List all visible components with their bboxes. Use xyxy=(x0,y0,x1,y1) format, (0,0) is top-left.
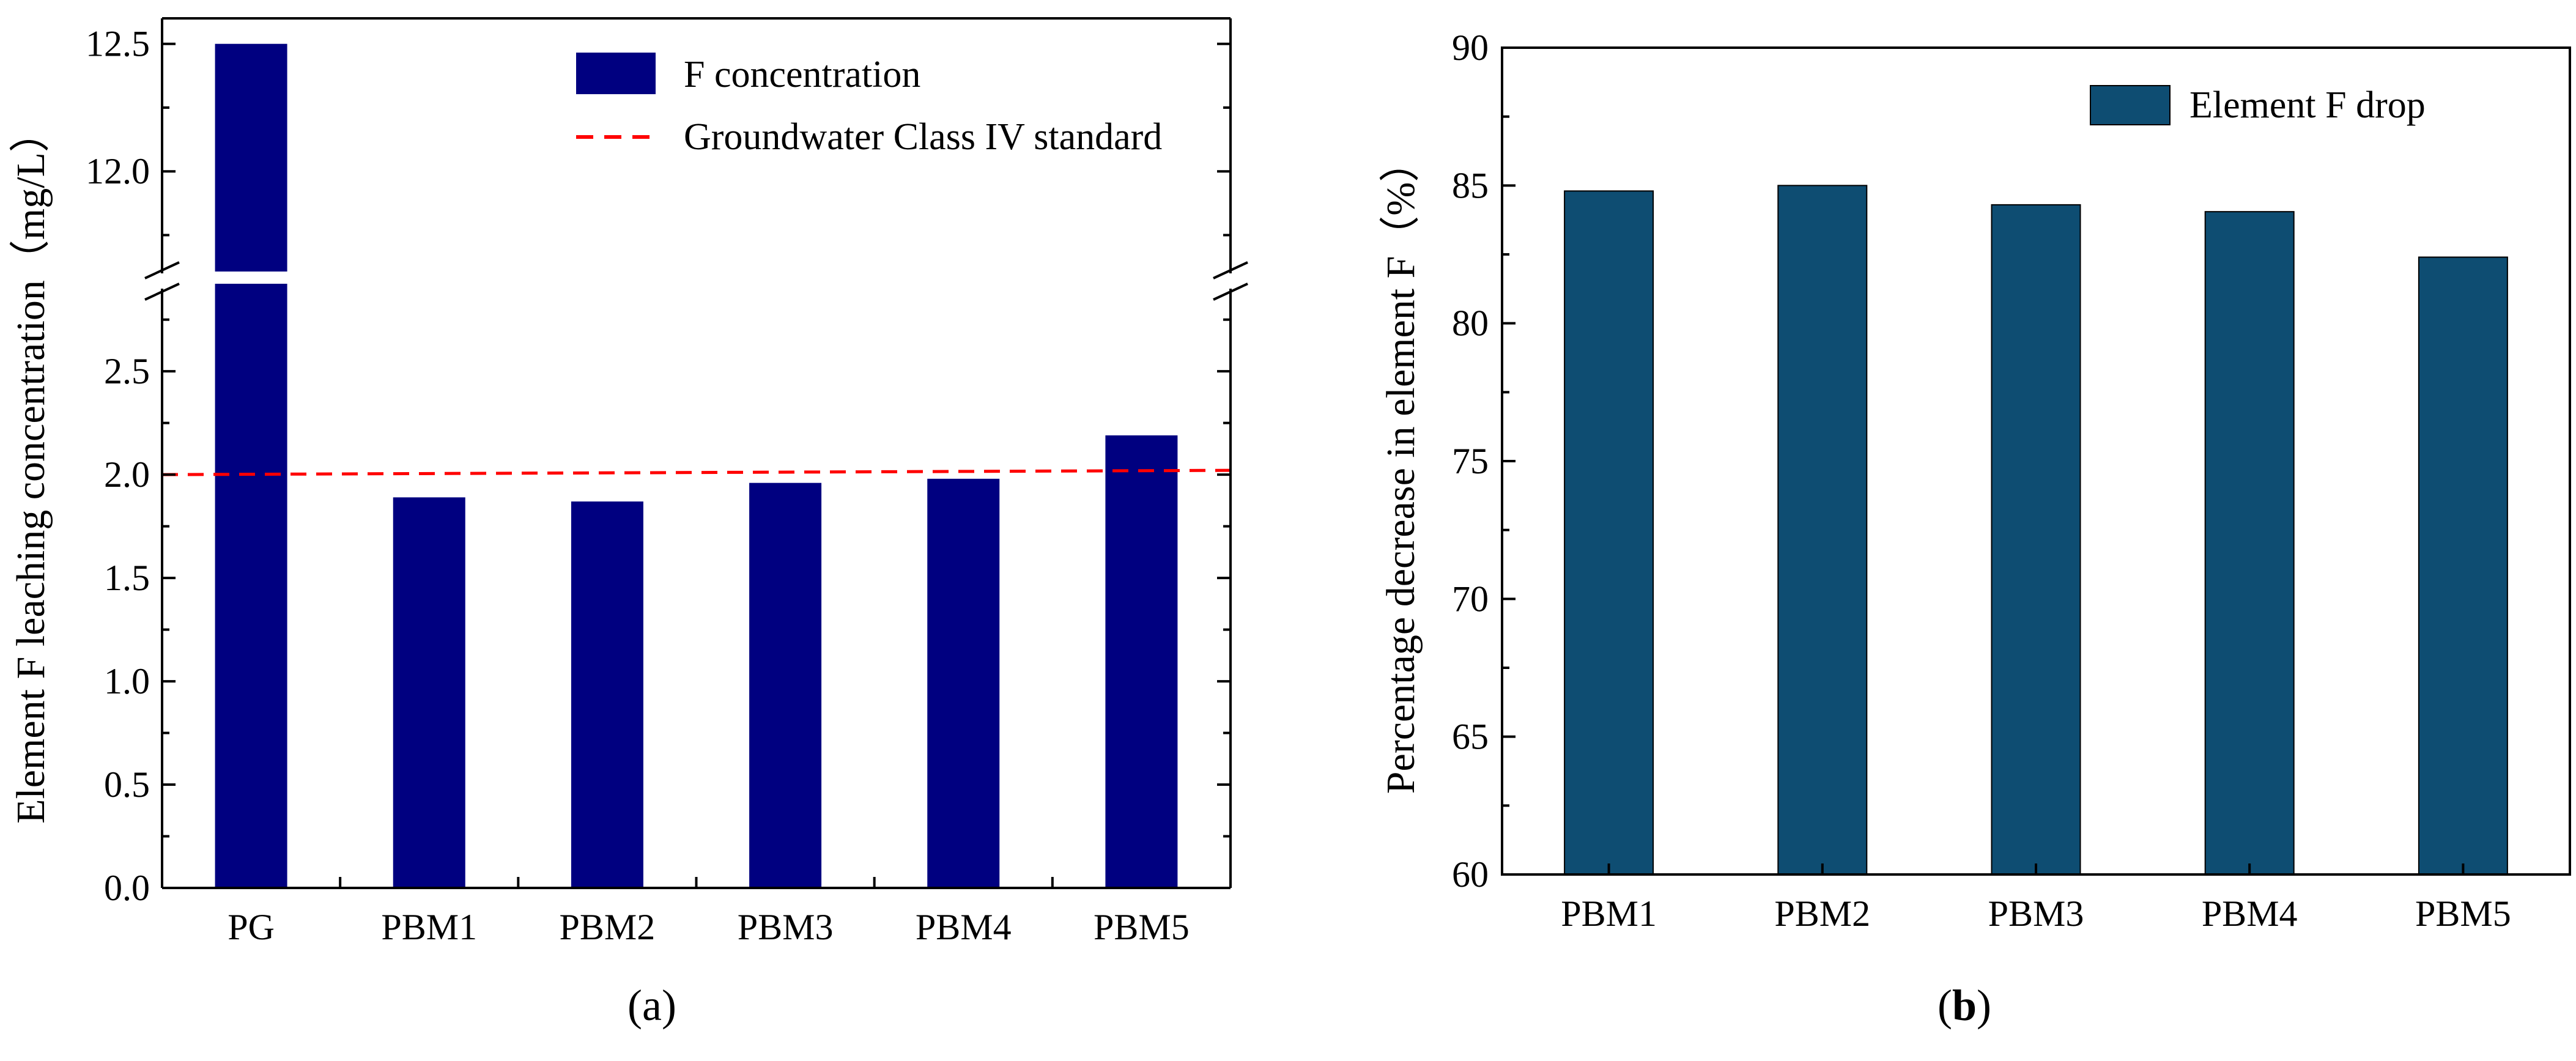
panel-a-y-tick-label: 2.0 xyxy=(104,454,150,495)
panel-b-y-axis-title: Percentage decrease in element F（%） xyxy=(1379,142,1423,794)
panel-b-tick-labels: 60 65 70 75 80 85 90 xyxy=(1452,28,1489,895)
panel-b-category-label: PBM2 xyxy=(1774,893,1870,934)
panel-a-break-mark-right-2 xyxy=(1213,283,1248,301)
panel-b-category-label: PBM1 xyxy=(1561,893,1657,934)
panel-a-category-label: PBM2 xyxy=(560,907,656,947)
panel-a-ticks xyxy=(161,42,1232,889)
panel-a-break-mark-right-1 xyxy=(1213,261,1248,279)
panel-b-label-close: ) xyxy=(1977,981,1991,1030)
panel-a-reference-line xyxy=(161,468,1231,476)
panel-a-legend-bar-label: F concentration xyxy=(684,54,920,95)
panel-a-bar-pbm2 xyxy=(571,501,643,888)
panel-b-legend-bar-swatch xyxy=(2090,85,2171,125)
panel-b-label: (b) xyxy=(1938,981,1991,1030)
panel-a-bars xyxy=(215,43,1178,888)
panel-a-y-tick-label: 2.5 xyxy=(104,351,150,391)
panel-b-bar-pbm4 xyxy=(2204,211,2295,876)
panel-a-y-tick-label: 0.0 xyxy=(104,868,150,908)
panel-a-y-tick-label: 12.5 xyxy=(86,24,150,64)
panel-a-y-tick-label: 0.5 xyxy=(104,764,150,805)
panel-a-label: (a) xyxy=(627,981,676,1030)
panel-b-y-tick-label: 75 xyxy=(1452,441,1489,481)
panel-b-chart: 60 65 70 75 80 85 90 PBM1 PBM2 PBM3 PBM4 PBM5 Perc… xyxy=(1379,28,2571,1030)
panel-b-legend-bar-label: Element F drop xyxy=(2189,84,2426,126)
panel-b-legend: Element F drop xyxy=(2090,84,2426,126)
panel-a-category-label: PBM3 xyxy=(738,907,834,947)
panel-b-category-labels: PBM1 PBM2 PBM3 PBM4 PBM5 xyxy=(1561,893,2511,934)
panel-b-y-tick-label: 80 xyxy=(1452,303,1489,344)
panel-b-y-tick-label: 85 xyxy=(1452,165,1489,205)
panel-a-legend: F concentration Groundwater Class IV sta… xyxy=(576,53,1162,158)
panel-a-break-mark-left-1 xyxy=(144,261,180,279)
panel-a-label-open: ( xyxy=(627,981,642,1030)
panel-a-legend-line-label: Groundwater Class IV standard xyxy=(684,116,1162,158)
panel-a-legend-bar-swatch xyxy=(576,53,656,94)
panel-b-y-tick-label: 90 xyxy=(1452,28,1489,68)
panel-a-bar-pbm5 xyxy=(1105,435,1178,888)
panel-a-bar-pg-upper xyxy=(215,43,287,272)
panel-a-label-letter: a xyxy=(642,981,662,1030)
panel-b-bar-pbm5 xyxy=(2418,256,2508,875)
panel-b-y-tick-label: 65 xyxy=(1452,717,1489,757)
panel-a-reference-line-group xyxy=(161,468,1231,476)
panel-a-category-label: PG xyxy=(228,907,275,947)
panel-b-label-open: ( xyxy=(1938,981,1952,1030)
panel-a-bar-pbm1 xyxy=(393,497,465,888)
panel-b-bar-pbm3 xyxy=(1991,204,2081,875)
panel-a-category-label: PBM4 xyxy=(916,907,1012,947)
panel-a-category-label: PBM1 xyxy=(381,907,477,947)
panel-b-y-tick-label: 60 xyxy=(1452,854,1489,895)
panel-a-axes-frame xyxy=(161,17,1232,889)
panel-a-axis-break-marks xyxy=(144,261,1248,301)
panel-b-category-label: PBM5 xyxy=(2415,893,2511,934)
panel-a-category-labels: PG PBM1 PBM2 PBM3 PBM4 PBM5 xyxy=(228,907,1190,947)
panel-b-y-tick-label: 70 xyxy=(1452,579,1489,619)
panel-a-tick-labels: 0.0 0.5 1.0 1.5 2.0 2.5 12.0 12.5 xyxy=(86,24,150,908)
panel-a-category-label: PBM5 xyxy=(1094,907,1190,947)
panel-b-label-letter: b xyxy=(1952,981,1977,1030)
panel-b-bars xyxy=(1564,185,2508,876)
panel-b-category-label: PBM3 xyxy=(1988,893,2084,934)
panel-a-label-close: ) xyxy=(662,981,676,1030)
panel-b-bar-pbm2 xyxy=(1777,185,1868,875)
panel-a-y-tick-label: 1.5 xyxy=(104,558,150,598)
panel-a-y-axis-title: Element F leaching concentration（mg/L） xyxy=(9,112,53,824)
panel-b-axes-frame xyxy=(1501,46,2571,876)
panel-a-break-mark-left-2 xyxy=(144,283,180,301)
panel-b-category-label: PBM4 xyxy=(2202,893,2298,934)
panel-b-bar-pbm1 xyxy=(1564,190,1654,875)
panel-a-bar-pbm4 xyxy=(927,478,1000,888)
panel-a-bar-pg-lower xyxy=(215,284,287,888)
panel-a-bar-pbm3 xyxy=(749,482,822,888)
panel-a-chart: 0.0 0.5 1.0 1.5 2.0 2.5 12.0 12.5 PG PBM1 PBM2 PBM… xyxy=(9,17,1248,1030)
panel-a-y-tick-label: 12.0 xyxy=(86,151,150,191)
panel-a-y-tick-label: 1.0 xyxy=(104,661,150,701)
